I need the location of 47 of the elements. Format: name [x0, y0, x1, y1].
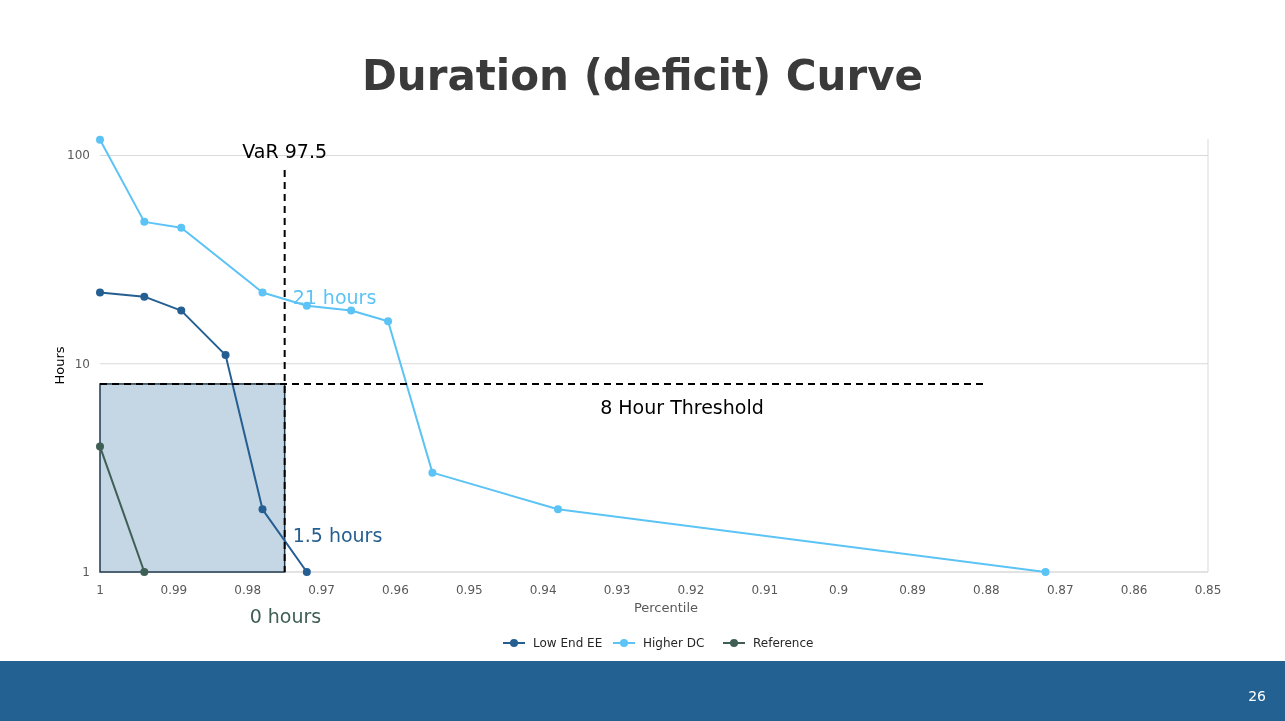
point [140, 568, 149, 576]
point [96, 442, 104, 451]
point [177, 223, 186, 232]
x-tick-label: 1 [96, 583, 104, 597]
y-tick-label: 1 [82, 565, 90, 579]
point [258, 505, 267, 514]
legend-label: Higher DC [643, 636, 705, 650]
x-tick-label: 0.85 [1194, 583, 1222, 597]
text: 0 hours [249, 605, 322, 627]
point [140, 217, 149, 226]
y-tick-label: 100 [67, 148, 90, 163]
x-tick-label: 0.94 [529, 583, 557, 597]
point [347, 306, 356, 315]
point [177, 306, 186, 315]
y-axis-title: Hours [52, 346, 67, 385]
point [1041, 568, 1050, 576]
x-tick-label: 0.86 [1120, 583, 1148, 597]
x-tick-label: 0.99 [160, 583, 188, 597]
chart-title: Duration (deficit) Curve [361, 51, 924, 100]
text: 26 [1248, 688, 1267, 704]
ref-line-label: 8 Hour Threshold [600, 395, 764, 418]
x-tick-label: 0.92 [677, 583, 705, 597]
x-tick-label: 0.95 [455, 583, 483, 597]
point [258, 288, 267, 297]
point [96, 135, 104, 144]
ref-line-label: VaR 97.5 [242, 140, 328, 162]
x-tick-label: 0.89 [899, 583, 926, 597]
x-axis-title: Percentile [633, 600, 699, 615]
point [302, 568, 311, 576]
point [428, 468, 437, 477]
x-tick-label: 0.91 [751, 583, 779, 597]
x-tick-label: 0.9 [829, 583, 849, 597]
x-tick-label: 0.87 [1046, 583, 1074, 597]
x-tick-label: 0.97 [308, 583, 335, 597]
point [96, 288, 104, 297]
y-tick-label: 10 [74, 356, 90, 371]
x-tick-label: 0.96 [382, 583, 409, 597]
point [384, 317, 393, 326]
point [553, 505, 562, 514]
x-tick-label: 0.98 [234, 583, 262, 597]
x-tick-label: 0.93 [603, 583, 631, 597]
point [221, 351, 230, 360]
legend-label: Low End EE [533, 636, 603, 650]
point [140, 292, 149, 301]
legend-label: Reference [753, 636, 814, 650]
annotation: 1.5 hours [292, 524, 383, 547]
x-tick-label: 0.88 [973, 583, 1000, 597]
